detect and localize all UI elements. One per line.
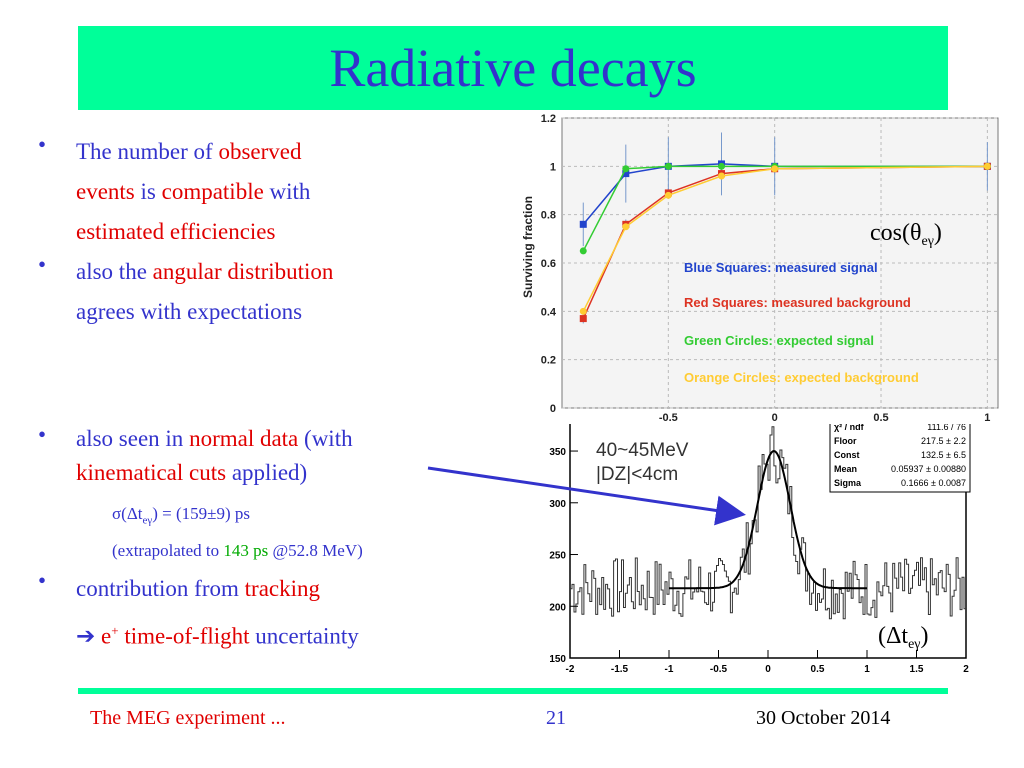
y-tick-label: 0.8 xyxy=(541,210,556,222)
stats-key: Mean xyxy=(834,464,857,474)
legend-entry: Green Circles: expected signal xyxy=(684,333,874,348)
histogram-annotation-energy: 40~45MeV xyxy=(596,440,689,461)
bullet-dot-icon: • xyxy=(38,132,47,157)
series-line xyxy=(582,165,988,252)
stats-key: Floor xyxy=(834,436,857,446)
x-tick-label: 0 xyxy=(765,664,771,675)
data-point xyxy=(771,165,779,173)
x-tick-label: 1 xyxy=(984,412,990,424)
legend-entry: Orange Circles: expected background xyxy=(684,370,919,385)
x-tick-label: -0.5 xyxy=(710,664,728,675)
data-point xyxy=(579,220,587,228)
x-tick-label: 0.5 xyxy=(873,412,888,424)
data-point xyxy=(579,307,587,315)
dt-label: (Δteγ) xyxy=(878,623,929,652)
bullet-dot-icon: • xyxy=(38,568,47,593)
data-point xyxy=(718,172,726,180)
right-arrow-icon: ➔ xyxy=(76,623,96,649)
y-tick-label: 0.2 xyxy=(541,355,556,367)
y-tick-label: 1 xyxy=(550,161,556,173)
y-tick-label: 250 xyxy=(549,551,566,562)
stats-value: 217.5 ± 2.2 xyxy=(921,436,966,446)
footer-date: 30 October 2014 xyxy=(756,707,891,729)
surviving-fraction-chart: 0 0.2 0.4 0.6 0.8 1 1.2 -0.5 0 0.5 1 Surviving fra… xyxy=(518,110,1012,424)
extrapolated-line: (extrapolated to 143 ps @52.8 MeV) xyxy=(112,541,363,560)
histogram-annotation-dz: |DZ|<4cm xyxy=(596,464,678,485)
stats-value: 132.5 ± 6.5 xyxy=(921,450,966,460)
bullet-line: The number of observed xyxy=(76,139,302,164)
bullet-line: agrees with expectations xyxy=(76,299,303,324)
time-difference-histogram: 150 200 250 300 350 -2 -1.5 -1 -0.5 0 0.5 1 1.5 2 40~… xyxy=(528,418,976,682)
series-line xyxy=(582,165,988,312)
data-point xyxy=(622,223,630,231)
data-point xyxy=(579,247,587,255)
stats-value: 111.6 / 76 xyxy=(927,422,966,432)
footer-experiment: The MEG experiment ... xyxy=(90,707,286,729)
x-tick-label: -2 xyxy=(566,664,575,675)
data-point xyxy=(664,191,672,199)
bullet-dot-icon: • xyxy=(38,252,47,277)
histogram-data-line xyxy=(570,426,966,620)
stats-key: χ² / ndf xyxy=(834,422,865,432)
data-point xyxy=(622,170,630,178)
bullet-line: kinematical cuts applied) xyxy=(76,460,308,485)
legend-entry: Blue Squares: measured signal xyxy=(684,260,878,275)
y-tick-label: 0.6 xyxy=(541,258,556,270)
y-tick-label: 0.4 xyxy=(541,306,557,318)
y-tick-label: 0 xyxy=(550,403,556,415)
footer-divider xyxy=(78,688,948,694)
y-tick-label: 150 xyxy=(549,654,566,665)
stats-value: 0.1666 ± 0.0087 xyxy=(901,478,966,488)
x-tick-label: 1 xyxy=(864,664,870,675)
stats-key: Const xyxy=(834,450,860,460)
stats-key: Sigma xyxy=(834,478,862,488)
bullet-line: also seen in normal data (with xyxy=(76,426,353,451)
x-tick-label: -1 xyxy=(665,664,674,675)
data-point xyxy=(622,165,630,173)
bullet-line: also the angular distribution xyxy=(76,259,334,284)
slide-title: Radiative decays xyxy=(329,38,697,98)
bullet-dot-icon: • xyxy=(38,422,47,447)
y-tick-label: 300 xyxy=(549,499,566,510)
y-tick-label: 200 xyxy=(549,602,566,613)
bullet-line: events is compatible with xyxy=(76,179,311,204)
bullet-line: ➔ e+ time-of-flight uncertainty xyxy=(76,623,359,649)
footer-page-number: 21 xyxy=(546,707,566,729)
data-point xyxy=(983,162,991,170)
x-tick-label: 0 xyxy=(772,412,778,424)
x-tick-label: 2 xyxy=(963,664,969,675)
x-tick-label: 1.5 xyxy=(910,664,924,675)
data-point xyxy=(718,162,726,170)
gaussian-fit-curve xyxy=(669,449,867,590)
data-point xyxy=(664,162,672,170)
x-tick-label: -0.5 xyxy=(659,412,678,424)
cos-theta-label: cos(θeγ) xyxy=(870,220,942,249)
data-point xyxy=(579,315,587,323)
bullet-line: estimated efficiencies xyxy=(76,219,276,244)
y-axis-label: Surviving fraction xyxy=(521,196,535,298)
y-tick-label: 1.2 xyxy=(541,113,556,125)
bullet-line: contribution from tracking xyxy=(76,576,320,601)
series-circle-ffcc33 xyxy=(579,162,991,315)
x-tick-label: 0.5 xyxy=(811,664,825,675)
fit-stats-box: χ² / ndf 111.6 / 76 Floor 217.5 ± 2.2 Const 1… xyxy=(829,418,971,493)
y-tick-label: 350 xyxy=(549,447,566,458)
legend-entry: Red Squares: measured background xyxy=(684,295,911,310)
stats-value: 0.05937 ± 0.00880 xyxy=(891,464,966,474)
x-tick-label: -1.5 xyxy=(611,664,629,675)
sigma-line: σ(Δteγ) = (159±9) ps xyxy=(112,504,251,527)
title-bar: Radiative decays xyxy=(78,26,948,110)
